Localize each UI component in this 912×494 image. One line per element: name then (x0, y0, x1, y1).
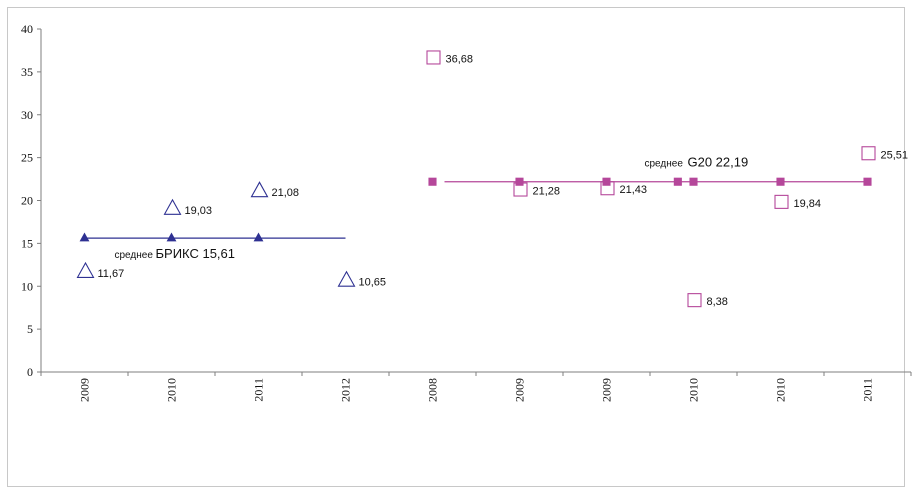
x-tick-label: 2011 (861, 378, 875, 402)
x-tick-label: 2010 (165, 378, 179, 402)
y-tick-label: 35 (21, 65, 33, 79)
brics-point (163, 198, 182, 215)
x-tick-label: 2009 (513, 378, 527, 402)
brics-average-label: БРИКС 15,61 (156, 246, 236, 261)
x-tick-label: 2008 (426, 378, 440, 402)
g20-average-marker (863, 177, 872, 186)
g20-point-label: 21,28 (533, 186, 561, 198)
y-tick-label: 20 (21, 194, 33, 208)
g20-average-prefix: среднее (645, 159, 684, 170)
x-tick-label: 2009 (78, 378, 92, 402)
brics-average-prefix: среднее (115, 250, 154, 261)
y-tick-label: 30 (21, 108, 33, 122)
y-tick-label: 5 (27, 322, 33, 336)
g20-point-label: 8,38 (707, 296, 728, 308)
brics-point-label: 11,67 (98, 268, 125, 280)
brics-average-marker (79, 232, 90, 242)
brics-average-marker (166, 232, 177, 242)
g20-average-marker (776, 177, 785, 186)
brics-average-marker (253, 232, 264, 242)
x-tick-label: 2010 (687, 378, 701, 402)
y-tick-label: 25 (21, 151, 33, 165)
x-tick-label: 2009 (600, 378, 614, 402)
g20-average-label: G20 22,19 (688, 155, 749, 170)
y-tick-label: 10 (21, 279, 33, 293)
brics-point (250, 181, 269, 198)
x-tick-label: 2010 (774, 378, 788, 402)
g20-average-marker (673, 177, 682, 186)
chart-frame (7, 7, 905, 487)
g20-point (774, 194, 789, 209)
g20-point (687, 293, 702, 308)
g20-point-label: 19,84 (794, 198, 822, 210)
y-tick-label: 0 (27, 365, 33, 379)
g20-point-label: 21,43 (620, 184, 648, 196)
g20-average-marker (428, 177, 437, 186)
g20-point-label: 25,51 (881, 149, 909, 161)
brics-point (76, 261, 95, 278)
g20-average-marker (515, 177, 524, 186)
brics-point-label: 10,65 (359, 277, 387, 289)
g20-point-label: 36,68 (446, 53, 474, 65)
x-tick-label: 2011 (252, 378, 266, 402)
y-tick-label: 15 (21, 236, 33, 250)
x-tick-label: 2012 (339, 378, 353, 402)
y-tick-label: 40 (21, 22, 33, 36)
brics-point (337, 270, 356, 287)
g20-point (861, 146, 876, 161)
g20-point (426, 50, 441, 65)
g20-average-marker (689, 177, 698, 186)
g20-average-marker (602, 177, 611, 186)
brics-point-label: 21,08 (272, 187, 300, 199)
brics-point-label: 19,03 (185, 205, 213, 217)
